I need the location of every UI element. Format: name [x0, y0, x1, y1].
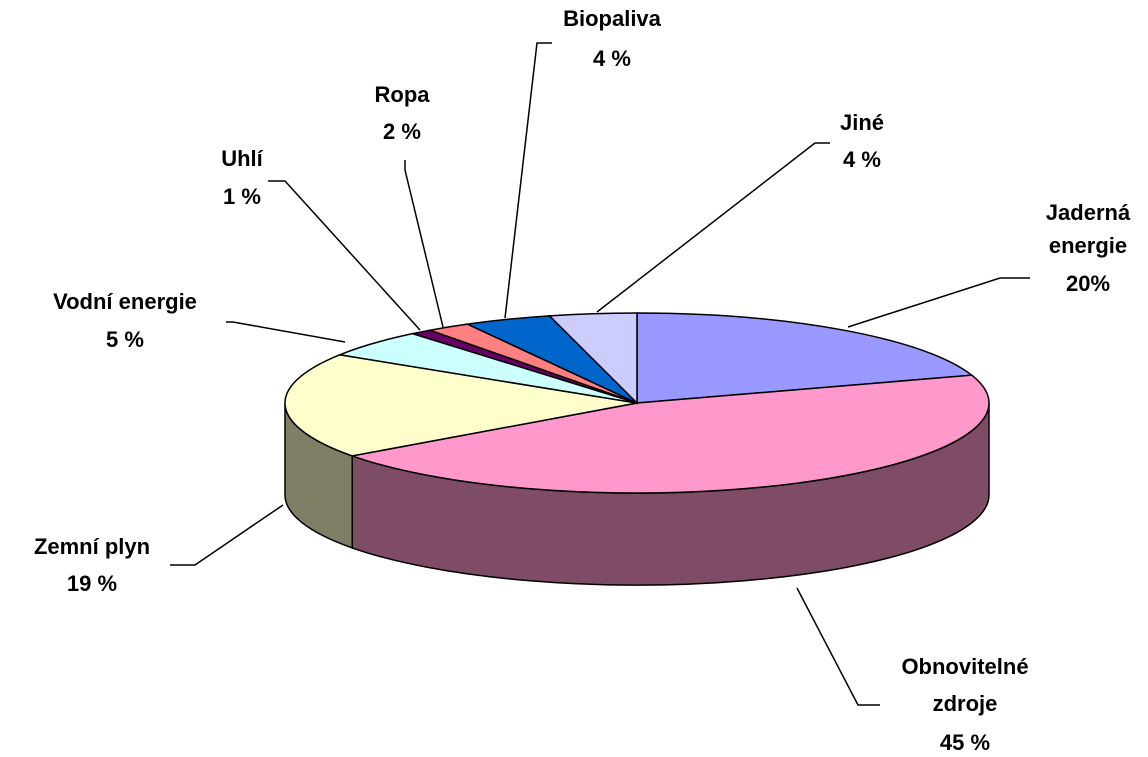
pie-slice [284, 354, 638, 457]
leader-line [404, 160, 444, 328]
pie-slice [636, 312, 974, 404]
value-label: 45 % [940, 730, 990, 755]
pie-slice [547, 312, 638, 405]
value-label: 20% [1066, 271, 1110, 296]
leader-line [596, 142, 830, 313]
value-label: 19 % [67, 571, 117, 596]
value-label: 5 % [106, 327, 144, 352]
category-label: Jaderná energie [1046, 200, 1131, 258]
category-label: Vodní energie [53, 289, 197, 314]
leader-line [170, 504, 284, 566]
category-label: Zemní plyn [34, 534, 150, 559]
category-label: Ropa [375, 82, 431, 107]
leader-line [504, 42, 552, 319]
pie-slice [349, 374, 990, 494]
value-label: 4 % [593, 46, 631, 71]
value-label: 1 % [223, 184, 261, 209]
leader-line [796, 587, 880, 706]
category-label: Uhlí [221, 146, 263, 171]
value-label: 4 % [843, 147, 881, 172]
leader-line [847, 277, 1030, 328]
value-label: 2 % [383, 119, 421, 144]
leader-line [268, 180, 421, 331]
leader-line [226, 321, 346, 343]
category-label: Obnovitelné zdroje [901, 654, 1028, 716]
category-label: Jiné [840, 110, 884, 135]
category-label: Biopaliva [563, 6, 662, 31]
